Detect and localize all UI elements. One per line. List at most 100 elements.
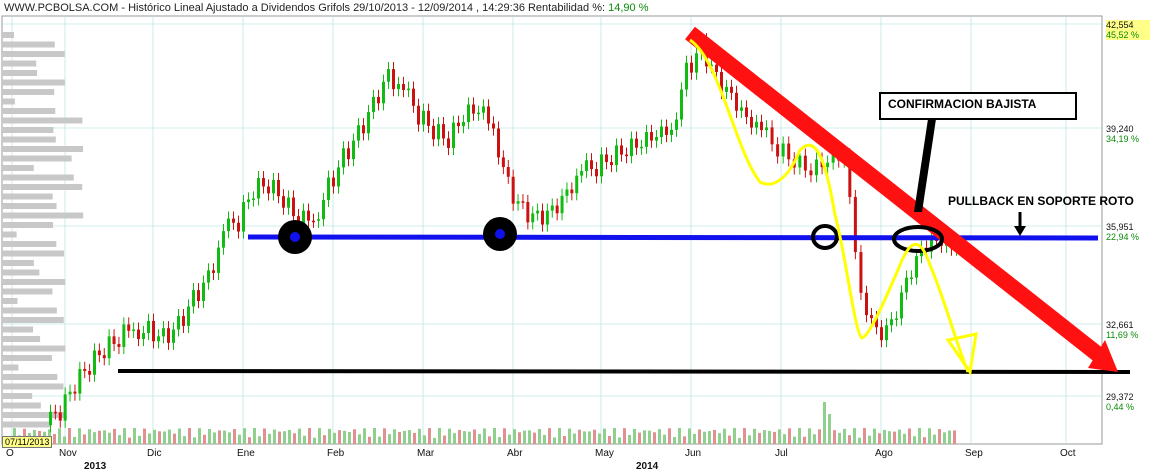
volume-bar: [448, 428, 451, 444]
candle: [177, 316, 180, 330]
marker-dot: [495, 229, 505, 239]
y-tick: 29,372 0,44 %: [1106, 392, 1150, 412]
candle: [242, 202, 245, 232]
volume-bar: [508, 434, 511, 444]
candle: [322, 199, 325, 220]
candle: [277, 180, 280, 197]
candle: [83, 368, 87, 372]
candle: [665, 126, 668, 135]
volume-bar: [218, 430, 221, 444]
candle: [885, 325, 888, 341]
volume-bar: [953, 430, 956, 444]
candle: [501, 157, 505, 168]
candle: [670, 129, 673, 135]
volume-bar: [403, 430, 406, 444]
volume-bar: [143, 428, 146, 444]
volume-bar: [918, 428, 921, 444]
candle: [422, 110, 425, 125]
volume-bar: [118, 435, 121, 444]
volume-bar: [273, 429, 276, 444]
candle: [541, 210, 544, 225]
volume-bar: [908, 428, 911, 444]
candle: [282, 196, 285, 208]
volume-bar: [153, 429, 156, 444]
volume-bar: [888, 431, 891, 444]
candle: [895, 318, 898, 320]
volume-bar: [338, 430, 341, 444]
volume-bar: [868, 435, 871, 444]
x-tick-label: Nov: [59, 448, 77, 459]
volume-bar: [583, 431, 586, 444]
candle: [482, 106, 485, 113]
candle: [142, 333, 145, 340]
volume-bar: [783, 434, 786, 444]
candle: [112, 336, 116, 345]
volume-bar: [763, 430, 766, 444]
volume-bar: [823, 402, 826, 444]
profile-bar: [2, 212, 84, 219]
volume-bar: [193, 437, 196, 444]
profile-bar: [2, 326, 34, 333]
volume-profile: [2, 32, 84, 428]
candle: [367, 112, 370, 134]
volume-bar: [608, 435, 611, 444]
volume-bar: [748, 435, 751, 444]
volume-bar: [673, 437, 676, 444]
volume-bar: [278, 431, 281, 444]
candle: [387, 69, 390, 82]
volume-bar: [88, 429, 91, 444]
profile-bar: [2, 421, 52, 428]
candle: [685, 62, 688, 90]
candle: [252, 198, 255, 200]
candle: [655, 137, 658, 141]
profile-bar: [2, 60, 37, 67]
y-tick-value: 39,240: [1106, 124, 1134, 134]
y-tick-pct: 34,19 %: [1106, 134, 1140, 144]
volume-bar: [758, 432, 761, 444]
candle: [477, 112, 480, 115]
x-tick-label: Ene: [237, 448, 255, 459]
volume-bar: [58, 428, 61, 444]
volume-bar: [803, 436, 806, 444]
candle: [745, 107, 748, 118]
volume-bar: [718, 433, 721, 444]
candle: [197, 290, 200, 302]
volume-bar: [513, 429, 516, 444]
volume-bar: [468, 431, 471, 444]
volume-bar: [308, 428, 311, 444]
candle: [516, 201, 520, 204]
candle: [815, 159, 818, 176]
volume-bar: [443, 435, 446, 444]
candle: [447, 138, 450, 148]
marker-dot: [290, 232, 300, 242]
x-tick-label: O: [6, 448, 14, 459]
profile-bar: [2, 155, 72, 162]
volume-bar: [83, 434, 86, 444]
volume-bar: [243, 428, 246, 444]
candle: [831, 152, 835, 163]
volume-bar: [943, 432, 946, 444]
volume-bar: [228, 432, 231, 444]
volume-bar: [498, 437, 501, 444]
candle: [740, 107, 743, 111]
profile-bar: [2, 336, 41, 342]
candle: [695, 53, 698, 73]
candle: [117, 344, 121, 347]
volume-bar: [433, 437, 436, 444]
volume-bar: [493, 428, 496, 444]
volume-bar: [588, 431, 591, 444]
volume-bar: [138, 435, 141, 444]
volume-bar: [658, 429, 661, 444]
volume-bar: [743, 428, 746, 444]
candle: [137, 329, 140, 340]
profile-bar: [2, 269, 40, 276]
volume-bar: [628, 434, 631, 444]
volume-bar: [593, 429, 596, 444]
candle: [73, 391, 77, 394]
candle: [93, 350, 96, 375]
volume-bar: [553, 437, 556, 444]
volume-bar: [423, 435, 426, 444]
candle: [536, 210, 540, 214]
volume-bar: [303, 435, 306, 444]
candle: [307, 210, 310, 221]
